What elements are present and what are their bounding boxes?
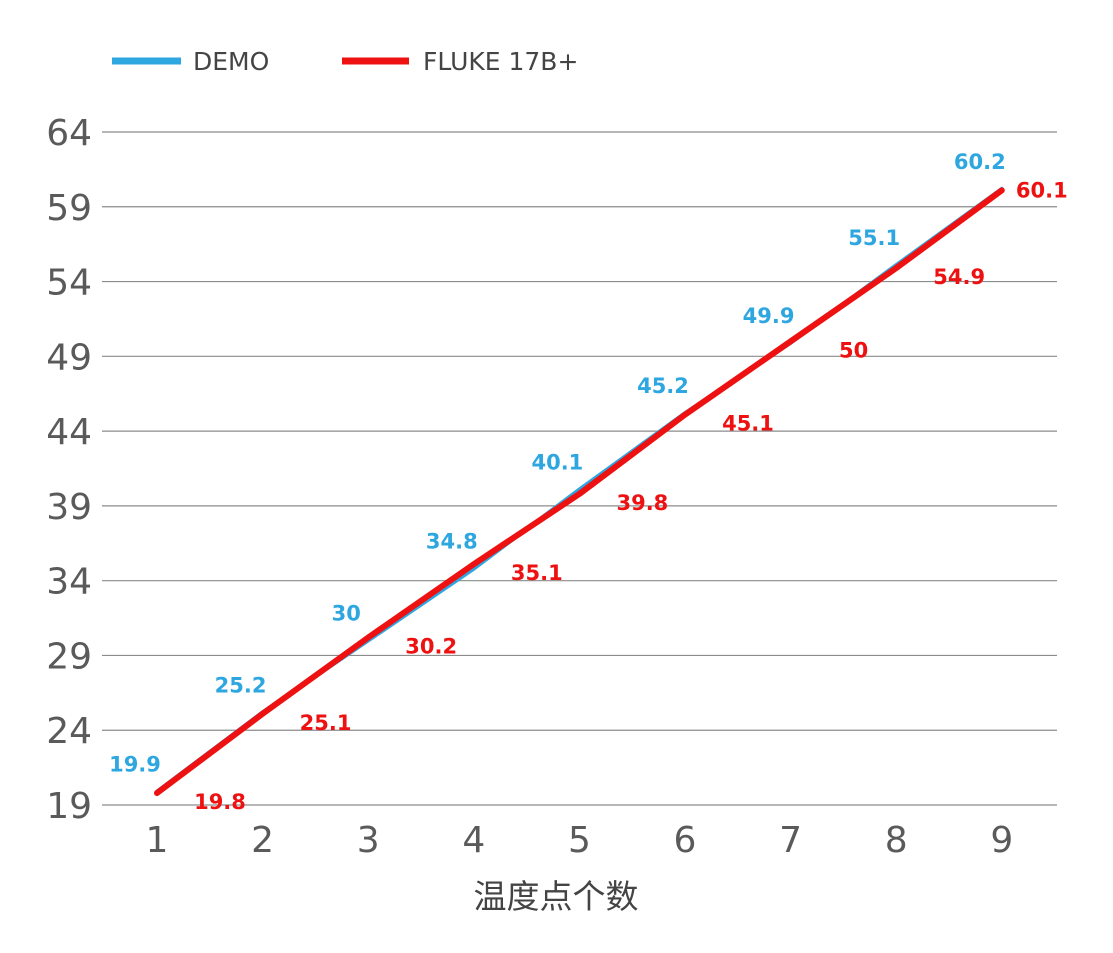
- data-label-fluke: 25.1: [300, 711, 352, 735]
- x-tick-label: 8: [885, 820, 908, 861]
- data-label-fluke: 30.2: [405, 634, 457, 658]
- data-label-demo: 40.1: [531, 450, 583, 474]
- y-tick-label: 59: [46, 188, 92, 229]
- x-tick-label: 6: [674, 820, 697, 861]
- x-axis-title: 温度点个数: [474, 877, 639, 916]
- data-label-fluke: 45.1: [722, 412, 774, 436]
- series-line-fluke: [154, 187, 1005, 797]
- legend: DEMO FLUKE 17B+: [112, 47, 578, 76]
- data-label-demo: 45.2: [637, 374, 689, 398]
- x-tick-label: 5: [568, 820, 591, 861]
- x-tick-label: 9: [990, 820, 1013, 861]
- x-tick-label: 1: [146, 820, 169, 861]
- data-label-fluke: 39.8: [616, 491, 668, 515]
- x-tick-label: 4: [462, 820, 485, 861]
- data-label-demo: 55.1: [848, 226, 900, 250]
- y-tick-label: 49: [46, 337, 92, 378]
- series-lines: [154, 186, 1005, 797]
- x-tick-label: 2: [251, 820, 274, 861]
- legend-label-fluke: FLUKE 17B+: [423, 47, 578, 76]
- data-label-demo: 60.2: [954, 150, 1006, 174]
- x-tick-label: 3: [357, 820, 380, 861]
- y-tick-label: 54: [46, 263, 92, 304]
- gridlines: [102, 131, 1057, 806]
- data-labels: 19.9 25.2 30 34.8 40.1 45.2 49.9 55.1 60.2 19.8 25…: [109, 150, 1068, 814]
- data-label-demo: 49.9: [743, 304, 795, 328]
- data-label-fluke: 54.9: [933, 265, 985, 289]
- y-axis-ticks: 19 24 29 34 39 44 49 54 59 64: [46, 113, 92, 827]
- x-axis-ticks: 1 2 3 4 5 6 7 8 9: [146, 820, 1014, 861]
- y-tick-label: 64: [46, 113, 92, 154]
- data-label-fluke: 50: [839, 338, 868, 362]
- legend-label-demo: DEMO: [193, 47, 269, 76]
- data-label-demo: 34.8: [426, 530, 478, 554]
- y-tick-label: 29: [46, 636, 92, 677]
- data-label-fluke: 35.1: [511, 561, 563, 585]
- y-tick-label: 24: [46, 711, 92, 752]
- data-label-fluke: 60.1: [1016, 178, 1068, 202]
- y-tick-label: 39: [46, 487, 92, 528]
- y-tick-label: 44: [46, 412, 92, 453]
- y-tick-label: 34: [46, 562, 92, 603]
- x-tick-label: 7: [779, 820, 802, 861]
- y-tick-label: 19: [46, 786, 92, 827]
- data-label-fluke: 19.8: [194, 790, 246, 814]
- data-label-demo: 25.2: [215, 673, 267, 697]
- data-label-demo: 30: [332, 601, 361, 625]
- data-label-demo: 19.9: [109, 753, 161, 777]
